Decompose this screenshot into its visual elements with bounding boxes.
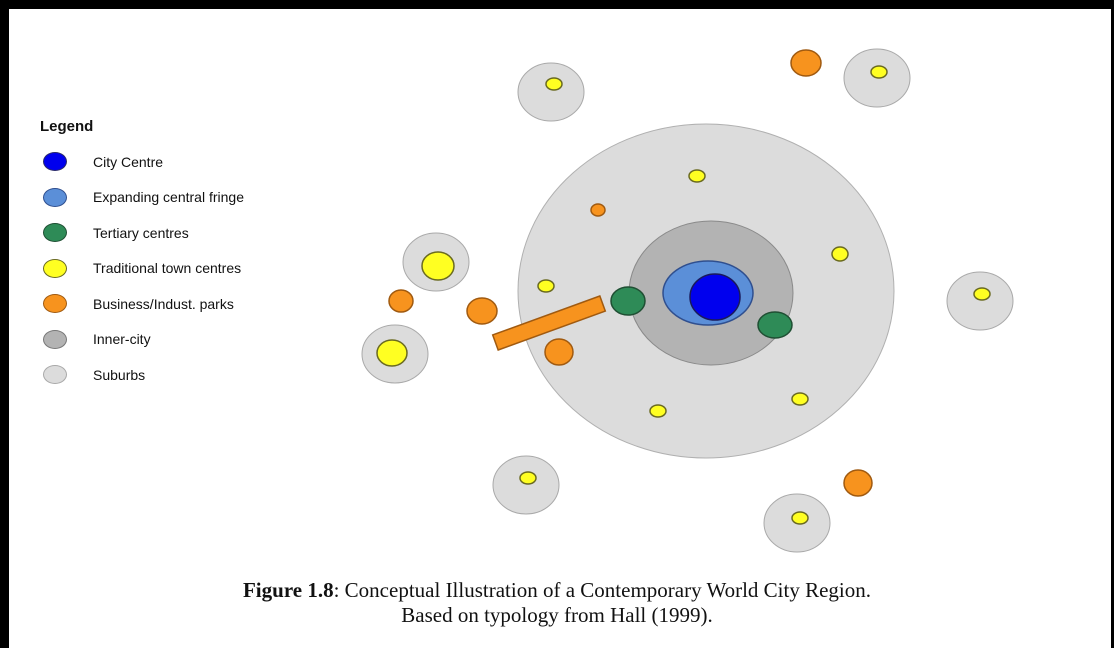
traditional-town-centre: [649, 404, 667, 418]
legend-item-suburbs: Suburbs: [40, 357, 244, 393]
traditional-town-centre: [973, 287, 991, 301]
satellite-suburb: [517, 62, 585, 122]
business-park: [388, 289, 414, 313]
traditional-town-centre: [791, 511, 809, 525]
business-park: [544, 338, 574, 366]
city-centre: [689, 273, 741, 321]
traditional-town-centre: [831, 246, 849, 262]
legend-item-city-centre: City Centre: [40, 144, 244, 180]
legend-title: Legend: [40, 118, 94, 135]
business-indust-parks-swatch-icon: [43, 294, 67, 314]
inner-city-swatch-icon: [43, 329, 67, 349]
traditional-town-centres-swatch-icon: [43, 258, 67, 278]
business-park: [590, 203, 606, 217]
figure-caption: Figure 1.8: Conceptual Illustration of a…: [0, 578, 1114, 628]
expanding-central-fringe-swatch-icon: [43, 187, 67, 207]
legend-item-business-indust-parks: Business/Indust. parks: [40, 286, 244, 322]
business-park: [843, 469, 873, 497]
legend-item-traditional-town-centres: Traditional town centres: [40, 251, 244, 287]
traditional-town-centre: [376, 339, 408, 367]
legend-label: Suburbs: [93, 366, 146, 383]
satellite-suburb: [946, 271, 1014, 331]
satellite-suburb: [492, 455, 560, 515]
business-park-corridor: [491, 295, 607, 351]
figure-number: Figure 1.8: [242, 578, 334, 602]
traditional-town-centre: [537, 279, 555, 293]
legend-label: Inner-city: [93, 331, 151, 348]
legend-label: Tertiary centres: [93, 224, 189, 241]
tertiary-centre: [757, 311, 793, 339]
legend-label: City Centre: [93, 153, 164, 170]
traditional-town-centre: [421, 251, 455, 281]
legend-item-tertiary-centres: Tertiary centres: [40, 215, 244, 251]
legend-item-inner-city: Inner-city: [40, 322, 244, 358]
legend-item-expanding-central-fringe: Expanding central fringe: [40, 180, 244, 216]
tertiary-centres-swatch-icon: [43, 223, 67, 243]
legend: Legend City Centre Expanding central frin…: [40, 118, 244, 393]
legend-label: Traditional town centres: [93, 260, 242, 277]
caption-title: : Conceptual Illustration of a Contempor…: [333, 578, 872, 602]
tertiary-centre: [610, 286, 646, 316]
traditional-town-centre: [519, 471, 537, 485]
legend-label: Expanding central fringe: [93, 189, 244, 206]
legend-label: Business/Indust. parks: [93, 295, 234, 312]
traditional-town-centre: [545, 77, 563, 91]
city-centre-swatch-icon: [43, 152, 67, 172]
traditional-town-centre: [870, 65, 888, 79]
traditional-town-centre: [688, 169, 706, 183]
business-park: [790, 49, 822, 77]
suburbs-swatch-icon: [43, 365, 67, 385]
caption-line-1: Figure 1.8: Conceptual Illustration of a…: [0, 578, 1114, 603]
business-park: [466, 297, 498, 325]
traditional-town-centre: [791, 392, 809, 406]
caption-line-2: Based on typology from Hall (1999).: [401, 603, 713, 627]
